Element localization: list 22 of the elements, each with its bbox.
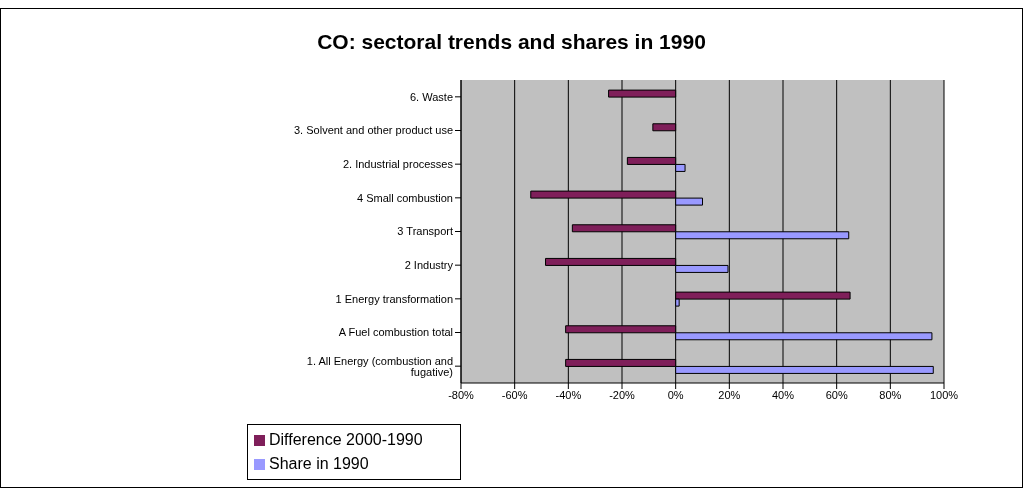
x-tick-label: 60% [825,388,848,401]
y-tick-label: 2 Industry [404,259,454,272]
y-tick-label: 1. All Energy (combustion and fugative) [306,354,453,378]
x-tick-label: 0% [667,388,684,401]
legend-label: Difference 2000-1990 [269,431,423,448]
x-tick-label: -60% [501,388,528,401]
legend-label: Share in 1990 [269,455,369,472]
y-tick-label: 4 Small combustion [357,191,453,204]
x-tick-label: -80% [448,388,475,401]
x-tick-label: 100% [929,388,959,401]
y-tick-label: A Fuel combustion total [338,326,453,339]
x-tick-label: 80% [879,388,902,401]
x-tick-label: 40% [771,388,795,401]
y-tick-label: 1 Energy transformation [335,292,453,305]
y-tick-label: 2. Industrial processes [342,158,454,171]
y-tick-label: 3. Solvent and other product use [294,124,453,137]
y-tick-label: 3 Transport [397,225,453,238]
y-tick-label: 6. Waste [410,90,453,103]
chart-title: CO: sectoral trends and shares in 1990 [316,30,707,54]
x-tick-label: -20% [609,388,636,401]
x-tick-label: -40% [555,388,582,401]
x-tick-label: 20% [718,388,741,401]
